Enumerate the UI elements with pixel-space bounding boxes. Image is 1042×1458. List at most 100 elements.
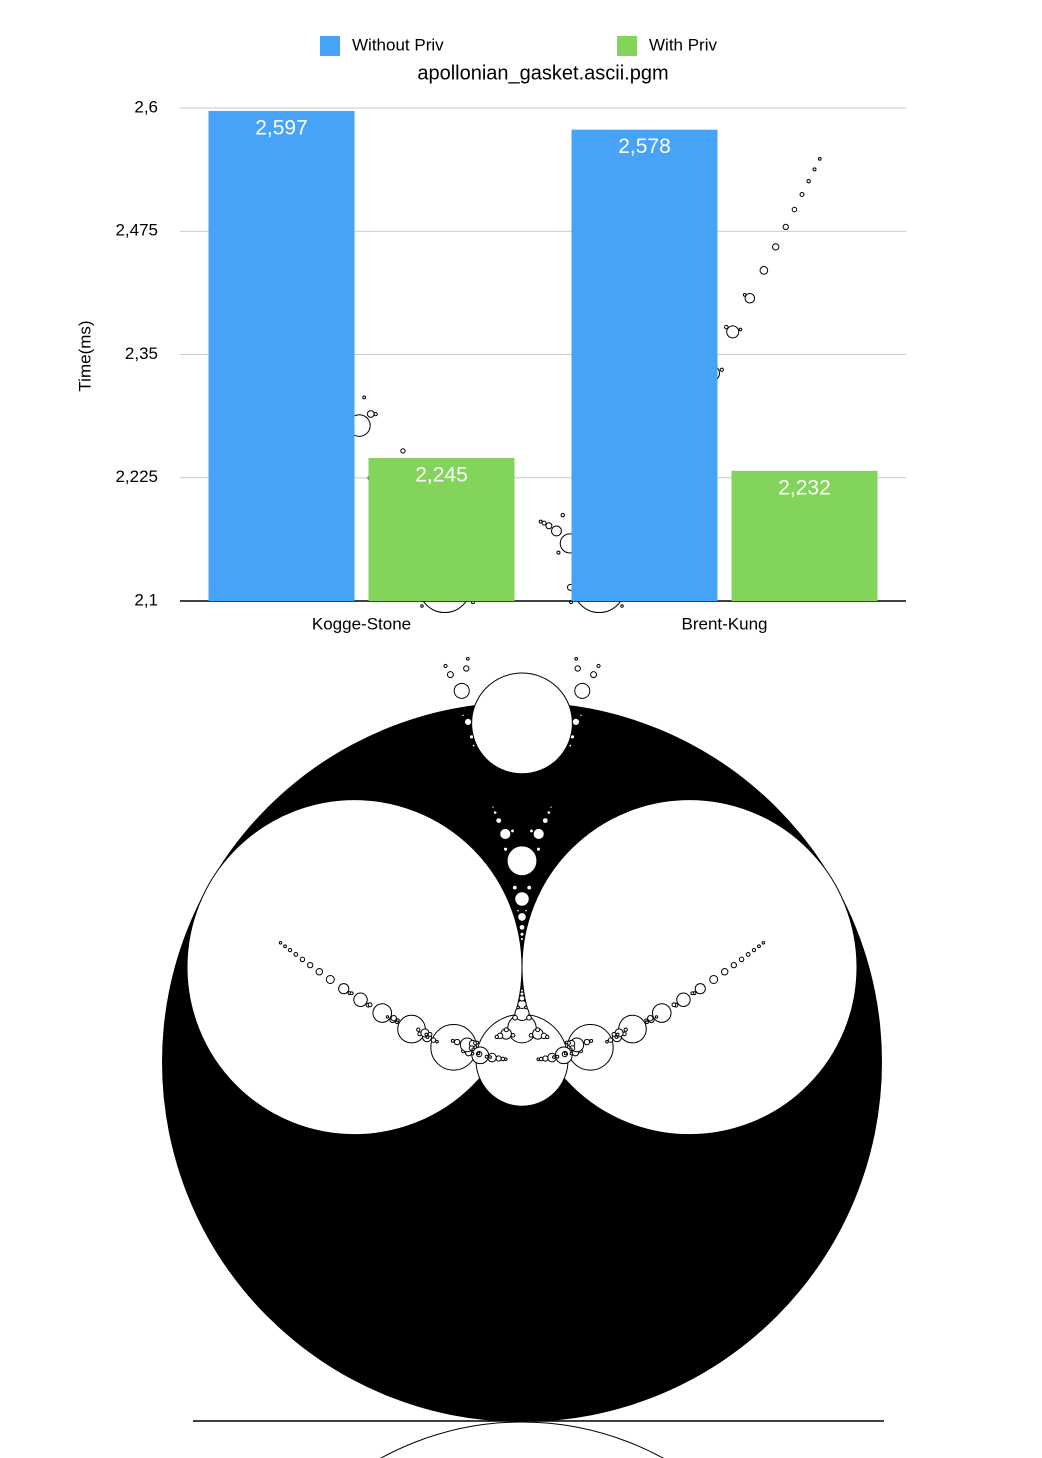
gasket-circle: [516, 908, 520, 913]
gasket-circle: [287, 947, 293, 953]
x-tick-label: Brent-Kung: [682, 614, 768, 633]
gasket-circle: [476, 1051, 481, 1056]
legend-swatch: [617, 36, 637, 56]
gasket-circle: [694, 983, 706, 995]
gasket-circle: [647, 1014, 654, 1022]
gasket-circle: [569, 1051, 574, 1056]
y-axis-label: Time(ms): [75, 320, 94, 391]
gasket-circle: [465, 656, 470, 661]
gasket-circle: [503, 1027, 509, 1033]
y-tick-label: 2,225: [115, 467, 158, 486]
gasket-circle: [772, 243, 780, 251]
gasket-circle: [380, 1421, 664, 1458]
gasket-circle: [385, 1015, 390, 1019]
gasket-circle: [690, 991, 695, 996]
gasket-circle: [315, 968, 324, 976]
gasket-circle: [494, 1034, 499, 1040]
gasket-circle: [759, 266, 769, 275]
gasket-circle: [614, 1028, 624, 1038]
gasket-circle: [397, 1014, 426, 1044]
gasket-circle: [514, 891, 530, 907]
x-tick-label: Kogge-Stone: [312, 614, 411, 633]
gasket-circle: [589, 1038, 594, 1043]
gasket-circle: [817, 157, 822, 161]
gasket-circle: [390, 1014, 397, 1022]
gasket-circle: [186, 799, 523, 1136]
gasket-circle: [517, 912, 527, 922]
gasket-circle: [293, 952, 299, 957]
gasket-circle: [654, 1015, 659, 1019]
gasket-circle: [349, 991, 354, 996]
gasket-circle: [526, 1014, 532, 1021]
gasket-circle: [730, 961, 737, 969]
gasket-circle: [720, 968, 729, 976]
gasket-circle: [709, 974, 719, 984]
gasket-circle: [806, 178, 811, 184]
gasket-circle: [560, 512, 565, 518]
gasket-circle: [676, 992, 691, 1007]
gasket-circle: [541, 520, 547, 526]
gasket-circle: [545, 522, 553, 530]
gasket-circle: [463, 717, 473, 726]
gasket-circle: [607, 1037, 614, 1043]
gasket-circle: [551, 525, 562, 537]
gasket-circle: [475, 1040, 480, 1045]
gasket-circle: [506, 845, 538, 877]
gasket-circle: [443, 663, 448, 669]
gasket-image: [162, 157, 882, 1458]
y-tick-label: 2,475: [115, 221, 158, 240]
gasket-circle: [338, 983, 350, 995]
gasket-circle: [420, 1028, 430, 1038]
gasket-circle: [511, 884, 518, 891]
gasket-circle: [571, 717, 581, 726]
gasket-circle: [512, 1014, 518, 1021]
gasket-circle: [430, 1037, 437, 1043]
gasket-circle: [353, 992, 368, 1007]
gasket-circle: [499, 827, 512, 841]
gasket-circle: [574, 682, 591, 699]
gasket-circle: [568, 743, 573, 748]
gasket-circle: [521, 799, 858, 1136]
gasket-circle: [583, 1038, 591, 1046]
gasket-circle: [574, 656, 579, 661]
gasket-circle: [618, 1014, 647, 1044]
gasket-circle: [611, 1031, 617, 1037]
gasket-circle: [812, 167, 817, 172]
gasket-circle: [605, 1039, 609, 1044]
gasket-circle: [495, 1055, 502, 1062]
gasket-circle: [569, 734, 576, 740]
gasket-circle: [518, 924, 526, 931]
gasket-circle: [726, 325, 740, 339]
gasket-circle: [532, 827, 545, 841]
gasket-circle: [430, 1024, 477, 1071]
gasket-circle: [782, 223, 789, 231]
gasket-circle: [644, 1018, 648, 1022]
gasket-circle: [510, 828, 515, 834]
gasket-circle: [615, 1032, 620, 1037]
gasket-circle: [745, 952, 751, 957]
gasket-circle: [471, 672, 573, 775]
gasket-circle: [535, 1027, 541, 1033]
gasket-circle: [325, 974, 335, 984]
gasket-circle: [524, 908, 528, 913]
gasket-circle: [435, 1039, 439, 1044]
gasket-circle: [420, 604, 424, 608]
gasket-circle: [535, 846, 542, 852]
chart-title: apollonian_gasket.ascii.pgm: [417, 62, 668, 84]
gasket-circle: [542, 1055, 549, 1062]
gasket-circle: [283, 944, 287, 949]
gasket-circle: [307, 961, 314, 969]
gasket-circle: [470, 1051, 475, 1056]
gasket-circle: [463, 665, 470, 672]
data-label: 2,597: [255, 117, 308, 140]
gasket-circle: [757, 944, 761, 949]
gasket-circle: [541, 817, 549, 825]
y-tick-label: 2,6: [134, 97, 158, 116]
gasket-circle: [590, 671, 598, 679]
gasket-circle: [504, 1057, 508, 1062]
gasket-circle: [536, 1057, 540, 1062]
gasket-circle: [488, 1055, 492, 1059]
gasket-circle: [671, 1002, 677, 1008]
gasket-circle: [468, 734, 475, 740]
gasket-circle: [529, 828, 534, 834]
